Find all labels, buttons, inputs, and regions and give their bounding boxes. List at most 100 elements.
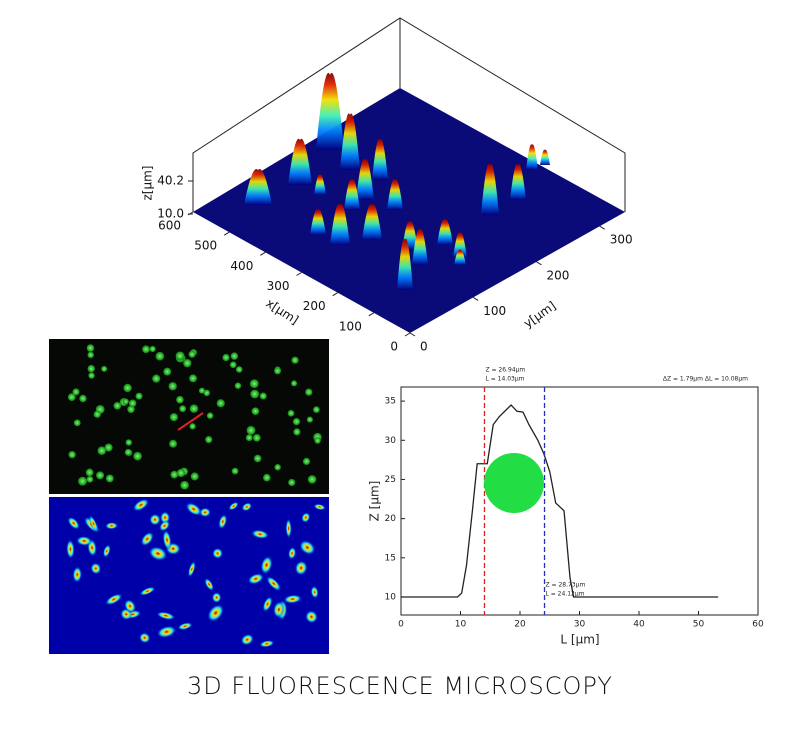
cell: [183, 358, 192, 368]
blob: [207, 603, 225, 622]
cell: [246, 425, 256, 435]
y-tick-label: 100: [483, 304, 506, 318]
x-tick-label: 200: [303, 299, 326, 313]
x-tick-label: 500: [194, 239, 217, 253]
cell: [189, 423, 196, 430]
blob: [105, 593, 123, 606]
cell: [104, 443, 113, 452]
peak: [453, 232, 467, 258]
blob: [301, 512, 311, 523]
cell: [259, 392, 267, 400]
peak: [481, 163, 499, 215]
blob: [218, 514, 228, 530]
marker-label: L = 14.03μm: [485, 376, 524, 383]
z-axis-label: z[μm]: [141, 166, 155, 201]
cell: [205, 435, 213, 444]
peak: [540, 149, 550, 165]
blob: [310, 585, 319, 599]
cell: [170, 470, 179, 479]
x-tick-label: 300: [267, 279, 290, 293]
peak: [372, 138, 388, 180]
blob: [240, 633, 254, 646]
y-tick-label: 30: [385, 436, 397, 446]
peak: [412, 229, 428, 265]
cell: [169, 439, 178, 448]
peak: [288, 138, 312, 185]
surface-peaks: [244, 72, 550, 290]
y-tick: [409, 332, 416, 337]
blob: [187, 560, 196, 578]
cell: [307, 475, 317, 484]
blob: [138, 632, 151, 644]
cell: [291, 356, 299, 364]
marker-label: Z = 26.94μm: [485, 367, 525, 374]
x-tick-label: 60: [752, 620, 764, 630]
cell: [96, 471, 105, 480]
cell: [188, 350, 196, 358]
blob: [185, 502, 202, 516]
cell: [230, 352, 239, 360]
y-tick: [599, 225, 605, 230]
blob: [260, 555, 273, 575]
blob: [272, 601, 285, 619]
y-axis-label: y[μm]: [521, 299, 558, 331]
cell: [176, 395, 184, 404]
peak: [310, 209, 326, 235]
cell: [216, 399, 225, 408]
marker-label: Z = 28.73μm: [546, 582, 586, 589]
blob: [285, 518, 292, 539]
x-tick: [296, 272, 302, 276]
cell: [105, 474, 114, 483]
z-tick-label: 40.2: [157, 174, 184, 188]
cell: [253, 434, 261, 442]
cell: [87, 351, 94, 359]
blob: [199, 507, 212, 518]
blob: [177, 622, 193, 631]
y-tick: [472, 296, 479, 301]
cell: [222, 353, 230, 362]
cell: [93, 410, 101, 418]
cell: [245, 434, 253, 442]
cell: [135, 392, 143, 400]
cell: [231, 467, 239, 475]
peak: [330, 203, 350, 245]
cell: [79, 394, 87, 403]
blob: [139, 586, 156, 596]
cell: [88, 372, 95, 379]
blob: [288, 546, 297, 560]
x-tick: [260, 251, 266, 256]
peak: [316, 72, 344, 150]
peak: [454, 249, 466, 265]
cell: [125, 439, 133, 446]
cell: [229, 361, 237, 369]
peak: [340, 113, 360, 170]
cell: [203, 389, 210, 397]
cell: [97, 446, 107, 455]
peak: [344, 179, 360, 210]
cell: [127, 405, 135, 414]
y-tick-label: 300: [610, 233, 633, 247]
cell: [155, 351, 165, 361]
z-tick-label: 10.0: [157, 207, 184, 221]
cell: [287, 409, 295, 417]
blob: [72, 566, 83, 583]
blob: [88, 514, 99, 533]
cell: [86, 475, 94, 483]
cell: [175, 351, 185, 361]
peak: [510, 164, 526, 200]
cell: [292, 417, 301, 426]
y-tick-label: 25: [385, 475, 396, 485]
blob: [305, 610, 318, 624]
x-tick-label: 30: [574, 620, 586, 630]
cell: [152, 374, 161, 383]
blob: [262, 596, 273, 613]
blob: [211, 591, 222, 604]
x-tick: [332, 292, 338, 297]
cell: [176, 468, 186, 478]
blob: [156, 611, 176, 620]
x-tick-label: 20: [514, 620, 526, 630]
cell: [251, 407, 260, 415]
y-tick: [536, 261, 542, 266]
x-axis-label: x[μm]: [263, 296, 301, 327]
